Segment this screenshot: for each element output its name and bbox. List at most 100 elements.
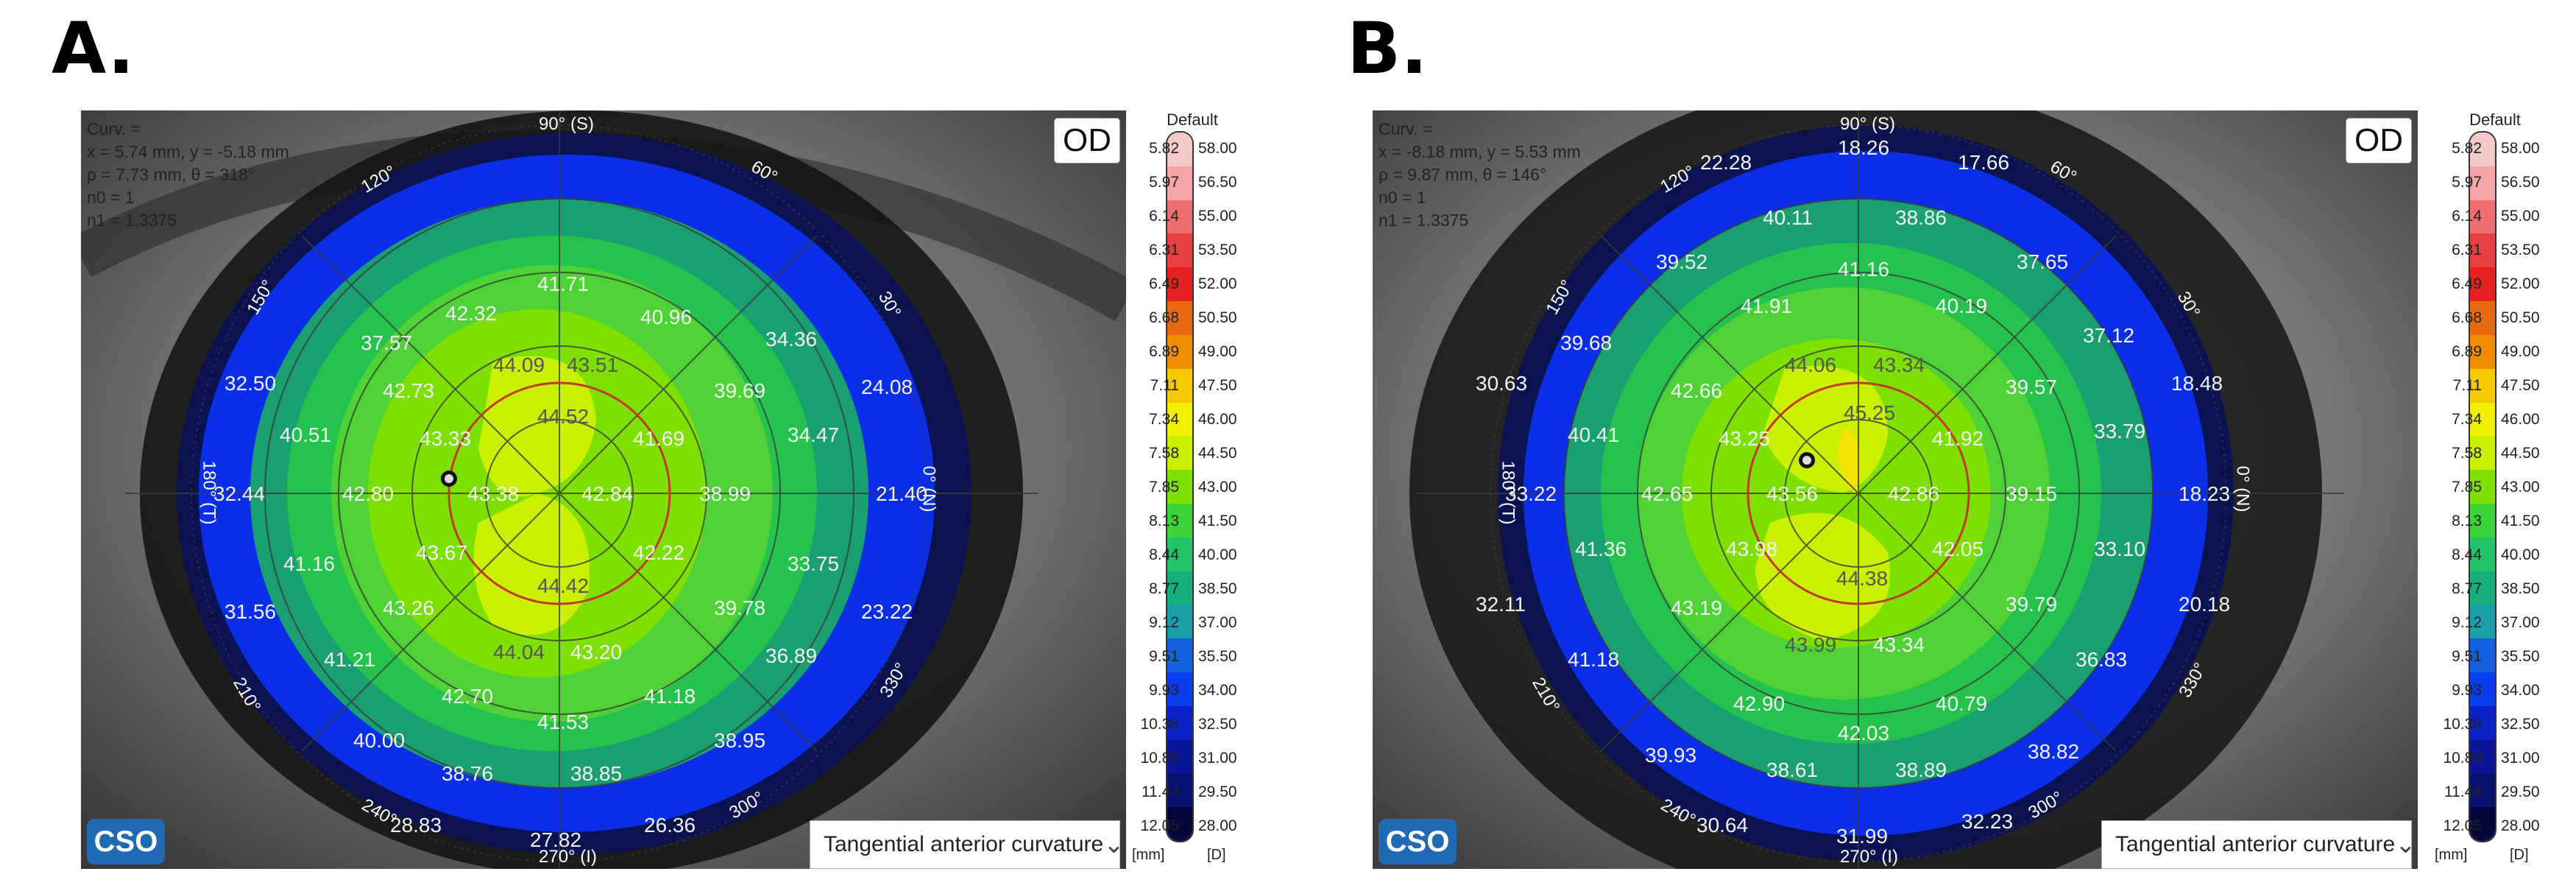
scale-d-label: 49.00 (1198, 343, 1237, 360)
scale-swatch (1167, 503, 1192, 538)
map-type-select-b[interactable]: Tangential anterior curvature ⌄ (2101, 820, 2416, 869)
chevron-down-icon[interactable]: ⌄ (1103, 831, 1125, 859)
scale-mm-label: 7.34 (1149, 411, 1179, 428)
curvature-value: 38.99 (699, 482, 751, 505)
scale-mm-label: 6.68 (2452, 309, 2482, 326)
scale-d-label: 46.00 (1198, 411, 1237, 428)
scale-d-label: 38.50 (2501, 580, 2540, 597)
scale-swatch (2470, 773, 2495, 808)
curvature-value: 38.86 (1895, 206, 1947, 229)
scale-mm-label: 11.44 (1142, 783, 1179, 800)
curvature-value: 39.69 (714, 379, 766, 402)
curvature-value: 32.50 (224, 372, 277, 395)
chevron-down-icon[interactable]: ⌄ (2395, 831, 2416, 859)
scale-mm-label: 12.05 (2443, 817, 2482, 834)
scale-d-label: 32.50 (1198, 716, 1237, 733)
map-type-value: Tangential anterior curvature (824, 832, 1104, 856)
scale-d-label: 55.00 (2501, 208, 2540, 225)
scale-mm-label: 9.12 (1149, 614, 1179, 631)
curvature-value: 43.20 (570, 641, 623, 663)
curvature-value: 38.85 (570, 762, 623, 785)
scale-bar (1166, 131, 1194, 842)
scale-swatch (2470, 402, 2495, 437)
curvature-value: 44.04 (493, 641, 545, 663)
curvature-value: 41.18 (1568, 648, 1620, 671)
scale-mm-label: 7.11 (1150, 377, 1179, 394)
scale-swatch (2470, 166, 2495, 200)
curvature-value: 33.75 (788, 552, 840, 575)
curvature-value: 42.22 (633, 541, 685, 564)
map-type-value: Tangential anterior curvature (2115, 832, 2396, 856)
scale-d-label: 41.50 (2501, 513, 2540, 529)
curvature-value: 36.83 (2076, 648, 2128, 671)
curvature-value: 21.40 (876, 482, 928, 505)
curvature-value: 20.18 (2179, 593, 2231, 616)
eye-label-b[interactable]: OD (2346, 118, 2412, 163)
scale-swatch (1167, 368, 1192, 403)
scale-mm-label: 9.51 (2452, 648, 2482, 665)
curvature-value: 42.70 (442, 685, 494, 708)
scale-mm-label: 7.34 (2452, 411, 2482, 428)
scale-unit-d: [D] (2510, 847, 2529, 863)
topography-map-a[interactable]: Curv. = x = 5.74 mm, y = -5.18 mm ρ = 7.… (81, 110, 1126, 869)
scale-swatch (1167, 334, 1192, 369)
scale-d-label: 41.50 (1198, 513, 1237, 529)
curvature-value: 39.79 (2006, 593, 2058, 616)
scale-d-label: 40.00 (1198, 546, 1237, 563)
info-line: ρ = 7.73 mm, θ = 318° (87, 165, 255, 184)
curvature-value: 43.98 (1726, 538, 1778, 560)
scale-d-label: 56.50 (1198, 174, 1237, 191)
scale-mm-label: 6.89 (1149, 343, 1179, 360)
scale-mm-label: 12.05 (1140, 817, 1179, 834)
curvature-value: 41.92 (1932, 427, 1984, 450)
curvature-value: 33.79 (2094, 420, 2146, 443)
scale-mm-label: 7.58 (1149, 445, 1179, 462)
scale-swatch (1167, 470, 1192, 504)
panel-b-letter: B. (1347, 7, 1428, 90)
scale-d-label: 32.50 (2501, 716, 2540, 733)
map-type-select-a[interactable]: Tangential anterior curvature ⌄ (810, 820, 1125, 869)
cso-logo: CSO (1379, 819, 1457, 864)
topography-map-b[interactable]: Curv. = x = -8.18 mm, y = 5.53 mm ρ = 9.… (1373, 110, 2418, 869)
scale-swatch (2470, 638, 2495, 672)
scale-swatch (2470, 807, 2495, 841)
scale-mm-label: 10.38 (2443, 716, 2482, 733)
curvature-value: 38.95 (714, 729, 766, 752)
cursor-info-b: Curv. = x = -8.18 mm, y = 5.53 mm ρ = 9.… (1379, 118, 1581, 232)
scale-d-label: 43.00 (1198, 479, 1237, 496)
curvature-value: 41.91 (1741, 295, 1793, 317)
scale-d-label: 53.50 (1198, 242, 1237, 258)
curvature-value: 23.22 (861, 600, 913, 623)
scale-swatch (2470, 605, 2495, 639)
scale-title: Default (1167, 110, 1218, 129)
curvature-value: 31.56 (224, 600, 277, 623)
scale-swatch (1167, 705, 1192, 740)
curvature-value: 41.36 (1575, 538, 1627, 560)
curvature-value: 39.52 (1656, 250, 1708, 273)
scale-d-label: 47.50 (1198, 377, 1237, 394)
scale-swatch (2470, 436, 2495, 471)
scale-swatch (1167, 436, 1192, 471)
scale-swatch (2470, 537, 2495, 571)
curvature-value: 40.51 (280, 423, 332, 446)
info-line: n0 = 1 (87, 188, 135, 207)
curvature-value: 38.82 (2028, 740, 2080, 763)
scale-d-label: 37.00 (1198, 614, 1237, 631)
scale-d-label: 52.00 (2501, 275, 2540, 292)
angle-label: 90° (S) (1840, 114, 1895, 134)
curvature-value: 37.12 (2083, 324, 2135, 347)
scale-swatch (1167, 233, 1192, 268)
scale-mm-label: 8.13 (1149, 513, 1179, 529)
curvature-value: 32.23 (1961, 810, 2014, 833)
info-line: n1 = 1.3375 (1379, 211, 1469, 230)
eye-label-a[interactable]: OD (1054, 118, 1120, 163)
scale-d-label: 31.00 (1198, 750, 1237, 767)
curvature-value: 43.26 (383, 596, 435, 619)
curvature-value: 18.23 (2179, 482, 2231, 505)
scale-d-label: 40.00 (2501, 546, 2540, 563)
scale-swatch (1167, 267, 1192, 302)
curvature-value: 30.64 (1696, 814, 1749, 837)
scale-swatch (2470, 200, 2495, 234)
curvature-value: 30.63 (1476, 372, 1528, 395)
scale-d-label: 55.00 (1198, 208, 1237, 225)
